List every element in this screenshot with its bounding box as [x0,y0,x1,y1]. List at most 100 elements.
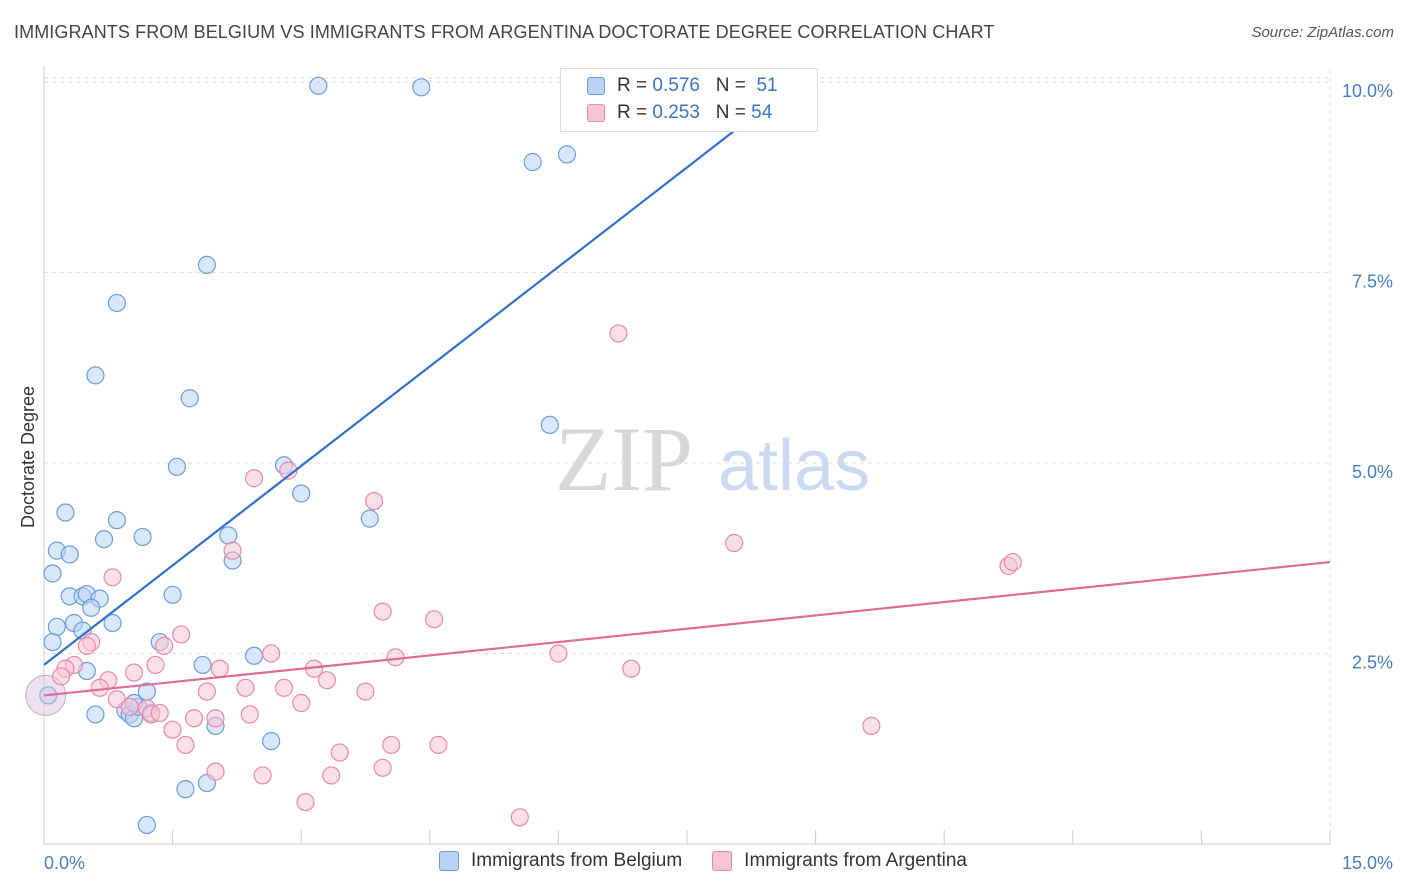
argentina-point [725,533,744,553]
tick-labels: 2.5% 5.0% 7.5% 10.0% 0.0% 15.0% [44,81,1393,873]
belgium-point [523,152,542,172]
belgium-point [540,415,559,434]
trend-line-belgium [43,100,774,666]
belgium-point [309,76,328,95]
legend-n-label: N = [715,102,746,123]
legend-r-label: R = [617,75,648,96]
belgium-point [244,646,264,665]
watermark-atlas: atlas [718,426,870,506]
argentina-point [240,705,259,724]
source-label: Source: ZipAtlas.com [1251,24,1394,41]
argentina-point [330,743,349,762]
belgium-point [47,617,66,636]
argentina-point [622,659,641,678]
argentina-point [1003,552,1022,572]
belgium-point [43,564,62,583]
legend-swatch-argentina [587,104,605,122]
legend-item-belgium: Immigrants from Belgium [439,850,682,872]
belgium-point [43,632,62,652]
legend-swatch-argentina [712,851,733,871]
legend-label-belgium: Immigrants from Belgium [471,850,683,871]
y-tick-label: 2.5% [1352,653,1393,673]
belgium-point [86,366,105,385]
belgium-point [86,705,105,724]
watermark: ZIP atlas [555,408,870,510]
trend-line-argentina [43,560,1331,697]
legend-item-argentina: Immigrants from Argentina [712,850,967,872]
chart-title: IMMIGRANTS FROM BELGIUM VS IMMIGRANTS FR… [14,22,995,42]
y-tick-label: 7.5% [1352,272,1393,292]
y-tick-label: 5.0% [1352,462,1393,482]
argentina-point [244,469,264,488]
correlation-legend: R = 0.576 N = 51 R = 0.253 N = 54 [560,68,818,132]
argentina-point [356,682,375,701]
argentina-point [510,808,529,827]
legend-row-belgium: R = 0.576 N = 51 [587,75,778,97]
argentina-point [373,602,392,621]
legend-n-value: 54 [751,102,773,123]
argentina-point [150,703,169,723]
argentina-point [52,667,71,686]
argentina-point [77,636,96,655]
argentina-point [176,735,195,755]
trend-lines [43,100,1331,697]
argentina-point [382,735,401,755]
argentina-point [103,568,122,587]
legend-swatch-belgium [439,851,459,871]
argentina-point [609,324,628,343]
argentina-point [296,792,315,812]
argentina-point [274,678,294,697]
x-tick-label: 15.0% [1342,853,1393,873]
argentina-point [322,766,341,785]
argentina-point [210,659,229,678]
argentina-point [154,636,174,655]
series-legend: Immigrants from Belgium Immigrants from … [0,850,1406,872]
belgium-point [133,527,152,547]
belgium-point [137,815,156,835]
argentina-point [364,492,384,511]
belgium-point [56,503,75,522]
argentina-point [317,671,337,690]
belgium-point [107,511,126,530]
argentina-point [253,766,272,785]
series-argentina [25,324,1022,827]
belgium-point [360,509,379,528]
belgium-point [193,655,212,675]
argentina-point [424,610,444,629]
series-belgium [25,76,577,835]
belgium-point [167,457,186,476]
argentina-point [197,682,216,701]
argentina-point [206,762,225,781]
y-axis-label: Doctorate Degree [18,386,38,528]
x-tick-label: 0.0% [44,853,85,873]
belgium-point [262,732,281,751]
argentina-point [862,716,881,735]
belgium-point [557,145,577,164]
argentina-point [223,541,242,560]
belgium-point [82,598,101,617]
argentina-point [124,663,144,682]
legend-r-value: 0.576 [652,75,700,96]
argentina-point [120,697,139,716]
axes [43,66,1331,845]
watermark-zip: ZIP [555,408,693,510]
argentina-point [262,644,281,663]
argentina-point [163,720,182,739]
belgium-point [180,389,199,408]
y-tick-label: 10.0% [1342,81,1393,101]
belgium-point [176,780,195,799]
legend-r-label: R = [617,102,648,123]
belgium-point [163,585,182,604]
argentina-point [236,678,255,697]
legend-n-value: 51 [756,75,778,96]
belgium-point [197,255,216,274]
argentina-point [90,678,109,697]
argentina-point [184,709,204,728]
argentina-point [549,644,568,663]
legend-r-value: 0.253 [652,102,700,123]
argentina-point [206,709,225,728]
argentina-point [172,625,191,644]
belgium-point [292,484,311,503]
argentina-point [146,655,165,675]
